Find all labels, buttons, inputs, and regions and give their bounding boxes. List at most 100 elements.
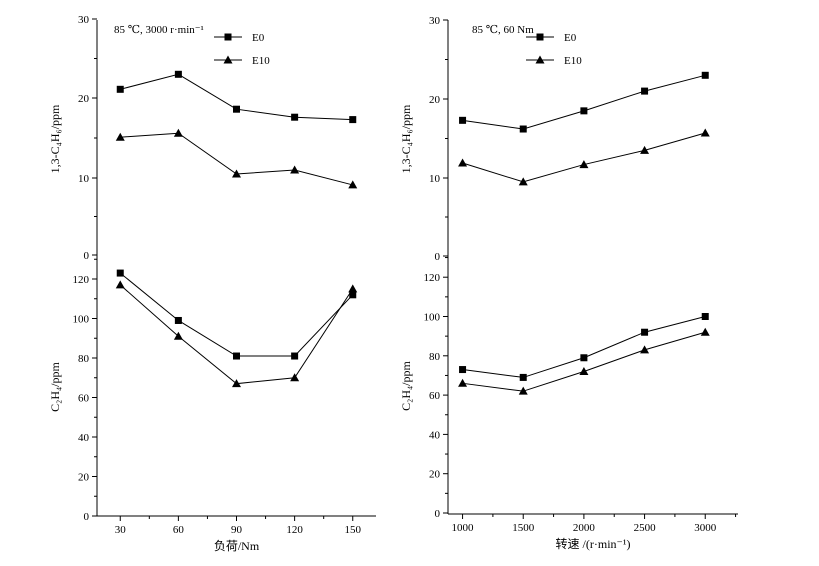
data-point bbox=[348, 180, 358, 189]
chart-a1: 0 10 20 30 1,3-C₄H₆/ppm 85 ℃, 3000 r·min⁻¹ E0 E… bbox=[48, 14, 358, 262]
series-E10 bbox=[115, 128, 358, 189]
series-E10 bbox=[458, 128, 710, 186]
data-point bbox=[700, 128, 710, 137]
y-tick-label: 80 bbox=[429, 351, 441, 363]
data-point bbox=[700, 327, 710, 336]
x-axis-title: 负荷/Nm bbox=[214, 539, 260, 553]
series-E0 bbox=[459, 313, 709, 381]
y-tick-label: 10 bbox=[429, 173, 441, 185]
legend-item-E10: E10 bbox=[214, 55, 270, 67]
y-tick-label: 120 bbox=[73, 274, 90, 286]
series-E0 bbox=[116, 70, 357, 124]
data-point bbox=[459, 366, 467, 374]
data-point bbox=[641, 328, 649, 336]
data-point bbox=[173, 331, 183, 340]
legend-marker bbox=[536, 33, 544, 41]
x-tick-label: 150 bbox=[345, 524, 362, 536]
data-point bbox=[290, 373, 300, 382]
chart-annotation: 85 ℃, 3000 r·min⁻¹ bbox=[114, 24, 204, 36]
data-point bbox=[580, 107, 588, 115]
y-tick-label: 20 bbox=[429, 469, 441, 481]
legend-label: E0 bbox=[564, 32, 577, 44]
x-tick-label: 2000 bbox=[573, 522, 596, 534]
data-point bbox=[458, 378, 468, 387]
data-point bbox=[174, 70, 182, 78]
y-tick-label: 20 bbox=[78, 93, 90, 105]
data-point bbox=[579, 160, 589, 169]
series-line bbox=[119, 284, 354, 385]
series-line bbox=[462, 331, 706, 392]
data-point bbox=[518, 386, 528, 395]
data-point bbox=[116, 85, 124, 93]
y-tick-label: 60 bbox=[429, 390, 441, 402]
chart-b2: 0 20 40 60 80 100 120 C₂H₄/ppm 1000 1500 2000 2500 3… bbox=[399, 257, 738, 551]
series-line bbox=[119, 272, 354, 357]
legend-label: E10 bbox=[564, 55, 582, 67]
series-E0 bbox=[116, 269, 357, 360]
data-point bbox=[233, 105, 240, 113]
data-point bbox=[640, 345, 650, 354]
data-point bbox=[115, 280, 125, 289]
y-tick-label: 60 bbox=[78, 393, 90, 405]
x-axis-title: 转速 /(r·min⁻¹) bbox=[556, 536, 631, 551]
x-tick-label: 60 bbox=[173, 524, 185, 536]
data-point bbox=[519, 125, 527, 133]
legend-marker bbox=[224, 33, 232, 41]
chart-a2: 0 20 40 60 80 100 120 C₂H₄/ppm 30 60 90 120 150 负荷/Nm bbox=[48, 258, 376, 553]
y-tick-label: 20 bbox=[429, 94, 441, 106]
y-tick-label: 100 bbox=[424, 312, 441, 324]
legend-marker bbox=[535, 55, 545, 64]
y-tick-label: 100 bbox=[73, 314, 90, 326]
x-tick-label: 2500 bbox=[634, 522, 657, 534]
data-point bbox=[290, 165, 300, 174]
y-axis-title: 1,3-C₄H₆/ppm bbox=[48, 104, 62, 173]
y-tick-label: 30 bbox=[78, 14, 90, 26]
x-tick-label: 1000 bbox=[452, 522, 475, 534]
data-point bbox=[640, 145, 650, 154]
data-point bbox=[173, 128, 183, 137]
y-tick-label: 120 bbox=[424, 272, 441, 284]
data-point bbox=[518, 177, 528, 186]
data-point bbox=[349, 116, 357, 124]
data-point bbox=[701, 71, 709, 79]
data-point bbox=[701, 313, 709, 320]
y-axis-title: C₂H₄/ppm bbox=[48, 361, 62, 411]
y-tick-label: 0 bbox=[435, 508, 441, 520]
y-tick-label: 20 bbox=[78, 472, 90, 484]
legend-item-E10: E10 bbox=[526, 55, 582, 67]
data-point bbox=[233, 352, 240, 360]
x-tick-label: 30 bbox=[115, 524, 127, 536]
y-tick-label: 30 bbox=[429, 15, 441, 27]
x-tick-label: 1500 bbox=[512, 522, 535, 534]
legend-item-E0: E0 bbox=[214, 32, 265, 44]
data-point bbox=[519, 373, 527, 381]
legend-label: E0 bbox=[252, 32, 265, 44]
legend-label: E10 bbox=[252, 55, 270, 67]
data-point bbox=[232, 169, 241, 178]
data-point bbox=[174, 316, 182, 324]
x-tick-label: 90 bbox=[231, 524, 243, 536]
data-point bbox=[116, 269, 124, 277]
data-point bbox=[349, 291, 357, 299]
y-tick-label: 40 bbox=[78, 432, 90, 444]
legend-item-E0: E0 bbox=[526, 32, 577, 44]
y-tick-label: 0 bbox=[84, 250, 90, 262]
y-tick-label: 40 bbox=[429, 429, 441, 441]
y-axis-title: 1,3-C₄H₆/ppm bbox=[399, 104, 413, 173]
y-tick-label: 0 bbox=[435, 251, 441, 263]
chart-annotation: 85 ℃, 60 Nm bbox=[472, 24, 534, 36]
series-E0 bbox=[459, 71, 709, 133]
y-tick-label: 10 bbox=[78, 173, 90, 185]
legend-marker bbox=[223, 55, 233, 64]
y-axis-title: C₂H₄/ppm bbox=[399, 360, 413, 410]
y-tick-label: 80 bbox=[78, 353, 90, 365]
x-tick-label: 3000 bbox=[694, 522, 717, 534]
data-point bbox=[291, 352, 299, 360]
data-point bbox=[232, 379, 241, 388]
chart-b1: 0 10 20 30 1,3-C₄H₆/ppm 85 ℃, 60 Nm E0 E10 bbox=[399, 15, 710, 263]
data-point bbox=[459, 116, 467, 124]
x-tick-label: 120 bbox=[286, 524, 303, 536]
series-E10 bbox=[115, 280, 358, 388]
data-point bbox=[115, 132, 125, 141]
